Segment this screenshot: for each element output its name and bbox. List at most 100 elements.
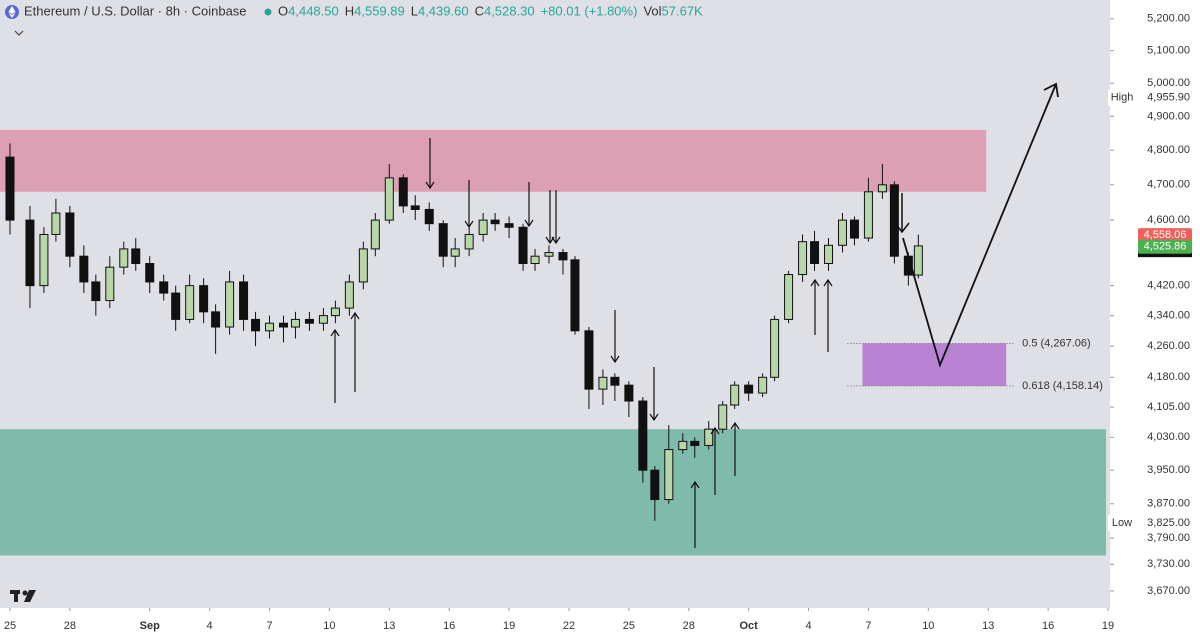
candle-body: [330, 307, 340, 317]
y-tick-label: 5,200.00: [1147, 13, 1190, 25]
candle-body: [849, 219, 859, 239]
price-badge-name: High: [1111, 92, 1134, 104]
arrow-head: [551, 236, 561, 245]
y-tick-label: 4,260.00: [1147, 340, 1190, 352]
x-tick-label: 7: [266, 620, 272, 632]
x-tick-label: 28: [683, 620, 695, 632]
candle-body: [438, 223, 448, 257]
candle-body: [490, 219, 500, 225]
legend-value: +80.01 (+1.80%): [541, 3, 638, 18]
y-tick-label: 3,670.00: [1147, 585, 1190, 597]
arrow-head: [524, 219, 534, 228]
candle-body: [798, 241, 808, 276]
x-tick-label: 4: [805, 620, 811, 632]
legend-key: L: [411, 3, 418, 18]
projection-arrow-head: [1043, 82, 1059, 98]
candle-body: [730, 384, 740, 406]
candle-body: [744, 384, 754, 394]
x-tick-label: 19: [1102, 620, 1114, 632]
y-tick-label: 5,100.00: [1147, 45, 1190, 57]
candle-body: [370, 219, 380, 250]
time-axis-background: [0, 608, 1110, 638]
candle-body: [25, 219, 35, 287]
price-badge-name: Low: [1112, 517, 1132, 529]
price-badge-label: 4,558.06: [1144, 229, 1187, 241]
candle-body: [211, 311, 221, 328]
legend-key: Vol: [643, 3, 661, 18]
y-tick-label: 4,340.00: [1147, 310, 1190, 322]
candle-body: [318, 315, 328, 324]
candle-body: [704, 428, 714, 446]
candle-body: [690, 440, 700, 446]
y-tick-label: 3,870.00: [1147, 498, 1190, 510]
legend-value: 4,559.89: [354, 3, 405, 18]
candle-body: [384, 177, 394, 221]
x-tick-label: 4: [207, 620, 213, 632]
collapse-chevron[interactable]: [14, 30, 24, 36]
legend-value: 4,439.60: [418, 3, 469, 18]
candle-body: [145, 263, 155, 283]
price-badge: [1138, 239, 1192, 254]
x-tick-label: 22: [563, 620, 575, 632]
candle-body: [225, 281, 235, 328]
x-tick-label: Oct: [739, 620, 758, 632]
candle-body: [478, 219, 488, 235]
arrow-head: [823, 278, 833, 287]
fib-box: [862, 343, 1007, 386]
annotations: [330, 82, 1059, 548]
candle-body: [558, 252, 568, 261]
candle-body: [598, 376, 608, 390]
y-tick-label: 3,730.00: [1147, 558, 1190, 570]
chart-title: Ethereum / U.S. Dollar · 8h · Coinbase: [24, 3, 247, 18]
x-tick-label: 13: [383, 620, 395, 632]
zones: 0.5 (4,267.06) 0.618 (4,158.14): [0, 129, 1107, 556]
symbol-icon-glyph: [8, 6, 16, 18]
arrow-head: [610, 355, 620, 364]
candle-body: [51, 212, 61, 235]
zone: [0, 429, 1107, 556]
candle-body: [530, 255, 540, 265]
y-tick-label: 4,105.00: [1147, 401, 1190, 413]
y-tick-label: 3,950.00: [1147, 464, 1190, 476]
legend-key: O: [278, 3, 288, 18]
candle-body: [159, 281, 169, 294]
legend-value: 57.67K: [662, 3, 704, 18]
candle-body: [664, 449, 674, 501]
x-tick-label: 13: [982, 620, 994, 632]
arrow-head: [464, 220, 474, 229]
y-tick-label: 4,030.00: [1147, 431, 1190, 443]
candle-body: [770, 318, 780, 378]
candle-body: [718, 404, 728, 430]
candle-body: [650, 469, 660, 501]
fib-label: 0.618 (4,158.14): [1022, 380, 1103, 392]
x-tick-label: 10: [922, 620, 934, 632]
y-tick-label: 4,600.00: [1147, 214, 1190, 226]
legend-value: 4,528.30: [484, 3, 535, 18]
candle-body: [185, 285, 195, 320]
arrow-head: [894, 222, 910, 234]
price-badge-label: 4,955.90: [1147, 92, 1190, 104]
candle-body: [304, 318, 314, 324]
candle-body: [450, 248, 460, 257]
candle-body: [265, 322, 275, 332]
candle-body: [544, 252, 554, 257]
y-tick-label: 4,900.00: [1147, 110, 1190, 122]
arrow-head: [690, 480, 700, 489]
candle-body: [784, 274, 794, 320]
candle-body: [837, 219, 847, 246]
candles: [5, 143, 923, 521]
candle-body: [610, 376, 620, 386]
price-badge-label: 4,525.86: [1144, 241, 1187, 253]
price-axis: 5,200.00 5,100.00 5,000.00 4,900.00 4,800.00…: [4, 13, 1198, 632]
candle-body: [5, 156, 15, 221]
candle-body: [398, 177, 408, 207]
candle-body: [464, 233, 474, 250]
arrow-head: [649, 413, 659, 422]
legend-key: H: [345, 3, 354, 18]
candle-body: [570, 259, 580, 332]
x-tick-label: Sep: [140, 620, 160, 632]
candle-body: [278, 322, 288, 328]
candle-body: [863, 191, 873, 239]
logo-part: [24, 590, 36, 602]
candle-body: [199, 285, 209, 313]
